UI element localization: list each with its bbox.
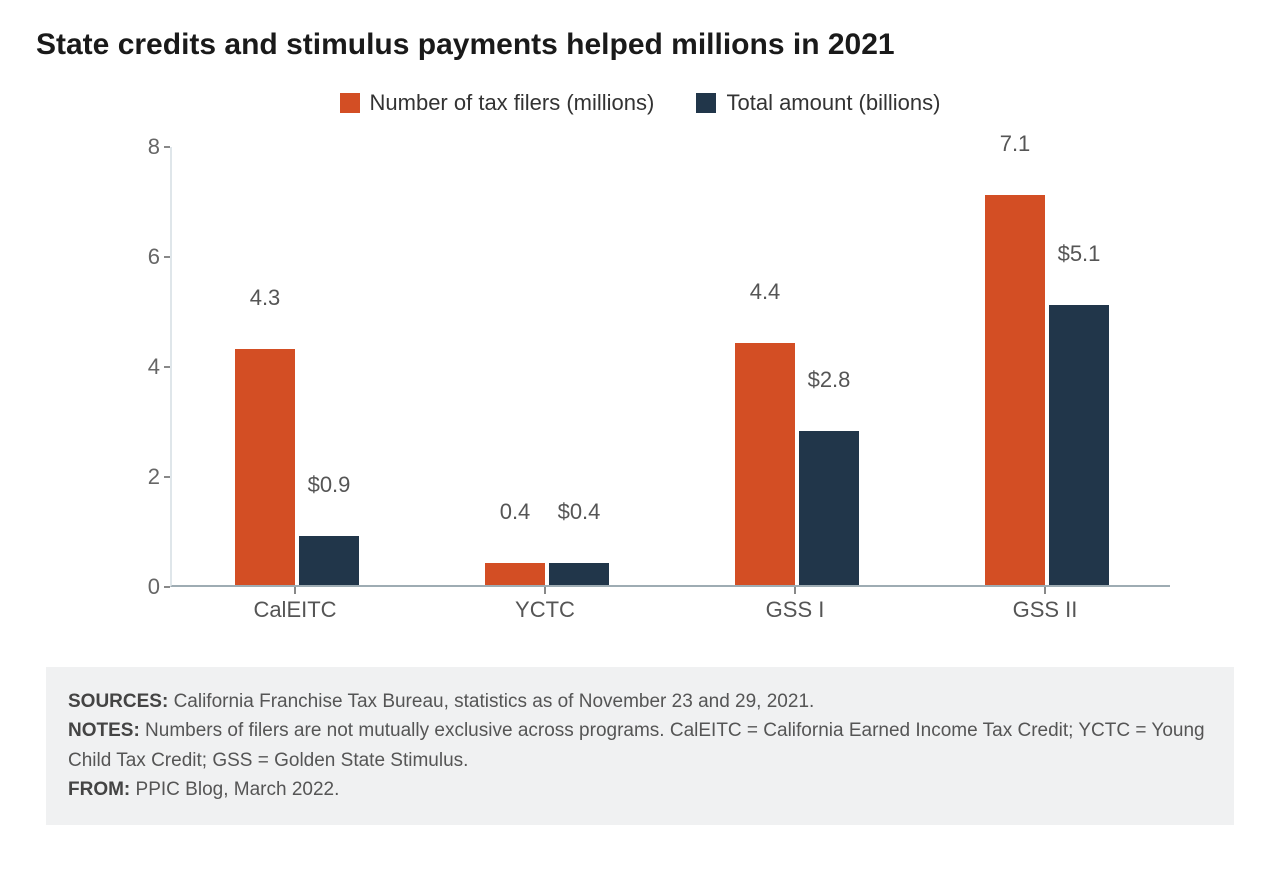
legend-item-filers: Number of tax filers (millions): [340, 90, 655, 116]
bar-value-label: 0.4: [500, 499, 531, 531]
sources-label: SOURCES:: [68, 691, 168, 712]
bar: [235, 349, 295, 586]
bar-value-label: 4.4: [750, 279, 781, 311]
bar-value-label: $0.4: [558, 499, 601, 531]
x-tick-mark: [794, 587, 796, 594]
bar: [735, 343, 795, 585]
from-label: FROM:: [68, 779, 130, 800]
notes-label: NOTES:: [68, 720, 140, 741]
plot-area: 4.3$0.90.4$0.44.4$2.87.1$5.1: [170, 147, 1170, 587]
sources-text: California Franchise Tax Bureau, statist…: [168, 691, 814, 712]
y-tick-label: 4: [148, 354, 160, 380]
bar: [549, 563, 609, 585]
legend-item-amount: Total amount (billions): [696, 90, 940, 116]
from-text: PPIC Blog, March 2022.: [130, 779, 339, 800]
notes-text: Numbers of filers are not mutually exclu…: [68, 720, 1205, 770]
footer-notes: SOURCES: California Franchise Tax Bureau…: [46, 667, 1234, 825]
x-category-label: GSS II: [1013, 597, 1078, 623]
x-tick-mark: [294, 587, 296, 594]
y-tick-mark: [164, 256, 170, 258]
y-tick-mark: [164, 476, 170, 478]
bar: [799, 431, 859, 585]
chart-title: State credits and stimulus payments help…: [36, 28, 1244, 62]
legend-label-filers: Number of tax filers (millions): [370, 90, 655, 116]
x-category-label: GSS I: [766, 597, 825, 623]
y-tick-mark: [164, 586, 170, 588]
y-tick-mark: [164, 366, 170, 368]
y-tick-mark: [164, 146, 170, 148]
x-tick-mark: [544, 587, 546, 594]
bar: [1049, 305, 1109, 586]
bar-value-label: $0.9: [308, 472, 351, 504]
bar-value-label: $2.8: [808, 367, 851, 399]
x-tick-mark: [1044, 587, 1046, 594]
y-tick-label: 0: [148, 574, 160, 600]
notes-line: NOTES: Numbers of filers are not mutuall…: [68, 716, 1212, 775]
legend: Number of tax filers (millions) Total am…: [36, 90, 1244, 119]
y-tick-label: 6: [148, 244, 160, 270]
y-tick-label: 8: [148, 134, 160, 160]
x-category-label: YCTC: [515, 597, 575, 623]
bar-value-label: 7.1: [1000, 131, 1031, 163]
bar-value-label: $5.1: [1058, 241, 1101, 273]
from-line: FROM: PPIC Blog, March 2022.: [68, 775, 1212, 804]
y-tick-label: 2: [148, 464, 160, 490]
sources-line: SOURCES: California Franchise Tax Bureau…: [68, 687, 1212, 716]
legend-swatch-filers: [340, 93, 360, 113]
chart-area: 4.3$0.90.4$0.44.4$2.87.1$5.1 02468CalEIT…: [90, 137, 1190, 637]
bar: [985, 195, 1045, 586]
legend-swatch-amount: [696, 93, 716, 113]
legend-label-amount: Total amount (billions): [726, 90, 940, 116]
bar: [485, 563, 545, 585]
bar: [299, 536, 359, 586]
x-category-label: CalEITC: [253, 597, 336, 623]
bar-value-label: 4.3: [250, 285, 281, 317]
